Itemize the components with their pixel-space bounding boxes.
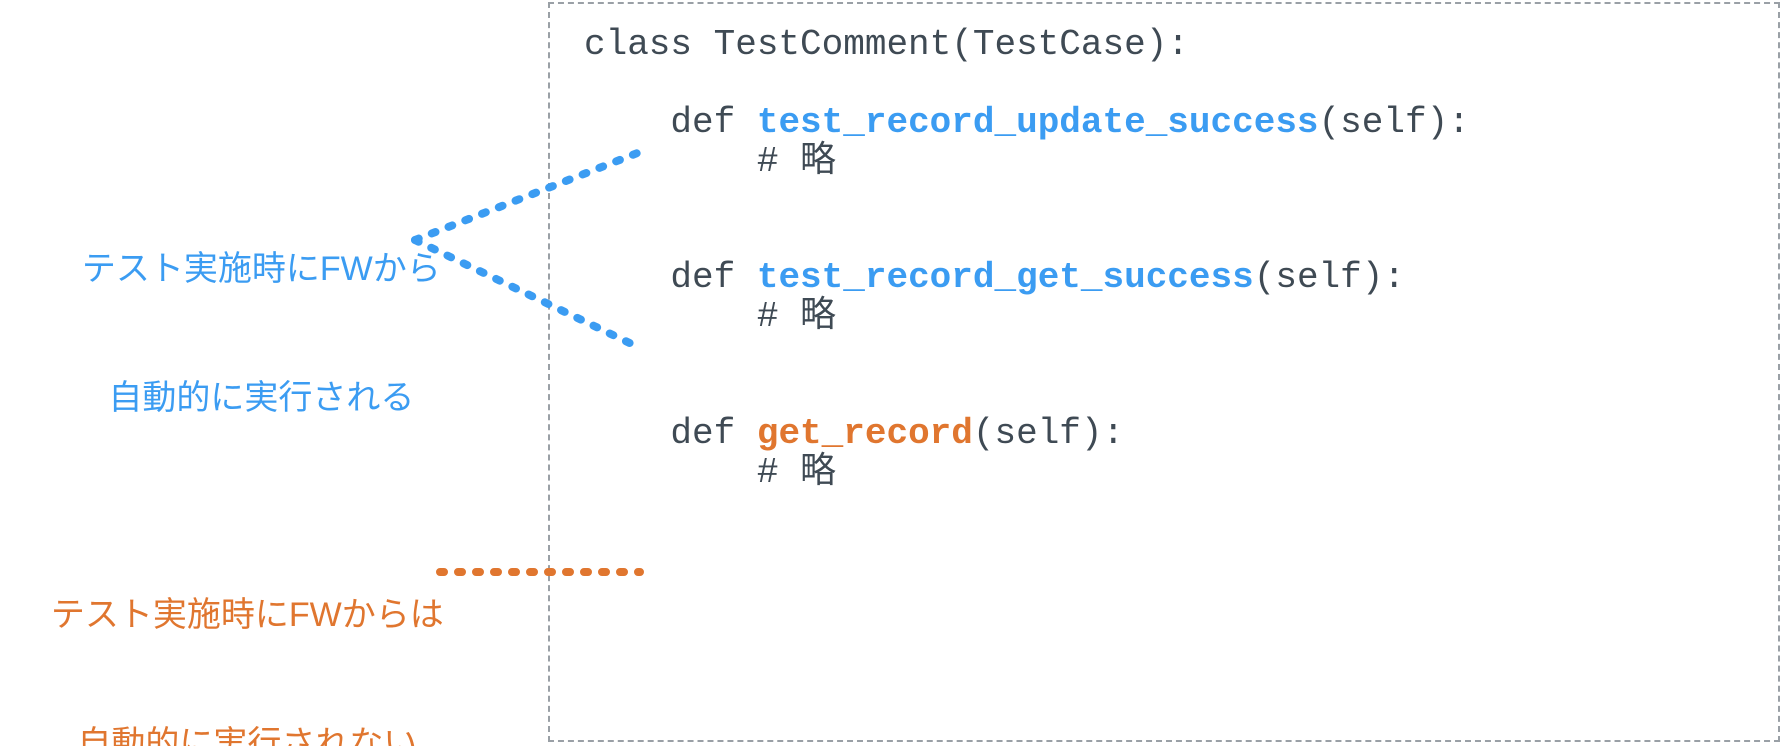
code-line: def test_record_update_success(self):	[584, 104, 1744, 143]
code-text: (self):	[1254, 257, 1405, 298]
annotation-auto-exec: テスト実施時にFWから 自動的に実行される	[63, 172, 441, 430]
code-text: def	[670, 413, 756, 454]
code-line	[584, 337, 1744, 376]
code-text	[584, 218, 606, 259]
code-text: def	[670, 102, 756, 143]
code-indent	[584, 452, 757, 493]
code-text: (self):	[973, 413, 1124, 454]
code-text: (self):	[1319, 102, 1470, 143]
annotation-not-auto-exec: テスト実施時にFWからは 自動的に実行されない	[32, 518, 444, 746]
code-indent	[584, 141, 757, 182]
code-text: # 略	[757, 296, 836, 337]
code-line	[584, 65, 1744, 104]
code-line	[584, 376, 1744, 415]
annotation-auto-exec-line2: 自動的に実行される	[108, 379, 414, 417]
code-line: # 略	[584, 298, 1744, 337]
code-indent	[584, 413, 670, 454]
code-indent	[584, 257, 670, 298]
code-line: # 略	[584, 454, 1744, 493]
code-line: def get_record(self):	[584, 415, 1744, 454]
function-name-test: test_record_get_success	[757, 257, 1254, 298]
code-indent	[584, 296, 757, 337]
code-text	[584, 63, 606, 104]
code-indent	[584, 102, 670, 143]
function-name-nontest: get_record	[757, 413, 973, 454]
code-line: class TestComment(TestCase):	[584, 26, 1744, 65]
annotation-not-auto-exec-line2: 自動的に実行されない	[77, 725, 417, 746]
code-line: def test_record_get_success(self):	[584, 259, 1744, 298]
code-text: class TestComment(TestCase):	[584, 24, 1189, 65]
annotation-not-auto-exec-line1: テスト実施時にFWからは	[51, 596, 444, 634]
code-text	[584, 374, 606, 415]
code-text	[584, 180, 606, 221]
code-text: def	[670, 257, 756, 298]
code-text	[584, 335, 606, 376]
code-box: class TestComment(TestCase): def test_re…	[548, 2, 1780, 742]
code-line	[584, 182, 1744, 221]
annotation-auto-exec-line1: テスト実施時にFWから	[82, 250, 441, 288]
code-text: # 略	[757, 452, 836, 493]
code-line: # 略	[584, 143, 1744, 182]
code-text: # 略	[757, 141, 836, 182]
function-name-test: test_record_update_success	[757, 102, 1319, 143]
code-line	[584, 220, 1744, 259]
